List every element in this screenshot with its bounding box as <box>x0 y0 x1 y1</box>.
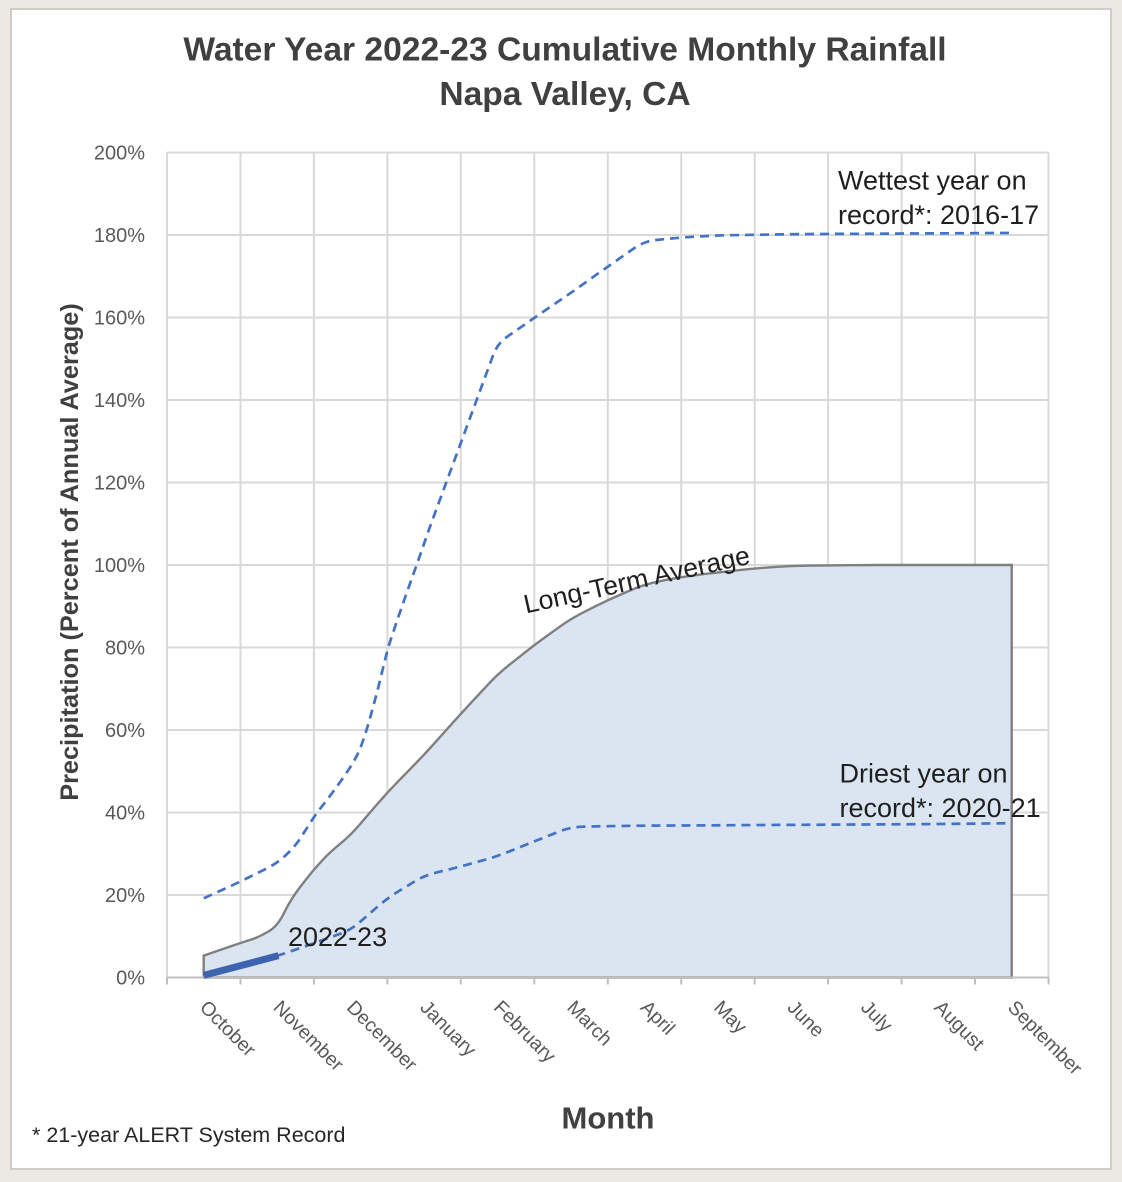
svg-text:2022-23: 2022-23 <box>288 922 387 952</box>
svg-text:200%: 200% <box>94 143 145 165</box>
svg-text:August: August <box>930 996 989 1055</box>
svg-text:80%: 80% <box>105 638 145 660</box>
svg-text:40%: 40% <box>105 803 145 825</box>
svg-text:January: January <box>416 996 481 1061</box>
svg-text:140%: 140% <box>94 390 145 412</box>
svg-text:Water Year 2022-23 Cumulative: Water Year 2022-23 Cumulative Monthly Ra… <box>183 32 946 69</box>
svg-text:Napa Valley, CA: Napa Valley, CA <box>439 76 690 113</box>
svg-text:* 21-year ALERT System Record: * 21-year ALERT System Record <box>32 1123 345 1147</box>
svg-text:20%: 20% <box>105 885 145 907</box>
svg-text:February: February <box>489 996 560 1067</box>
svg-text:May: May <box>709 996 751 1038</box>
svg-text:March: March <box>562 996 616 1050</box>
svg-text:Month: Month <box>562 1101 655 1136</box>
svg-text:record*: 2016-17: record*: 2016-17 <box>838 200 1039 230</box>
svg-text:record*: 2020-21: record*: 2020-21 <box>840 793 1041 823</box>
svg-text:April: April <box>636 996 679 1039</box>
svg-text:Precipitation (Percent of Annu: Precipitation (Percent of Annual Average… <box>56 303 84 801</box>
svg-text:60%: 60% <box>105 720 145 742</box>
svg-text:November: November <box>269 996 349 1076</box>
svg-text:0%: 0% <box>116 968 145 990</box>
svg-text:100%: 100% <box>94 555 145 577</box>
svg-text:Wettest year on: Wettest year on <box>838 166 1027 196</box>
svg-text:180%: 180% <box>94 225 145 247</box>
svg-text:Driest year on: Driest year on <box>840 759 1008 789</box>
svg-text:120%: 120% <box>94 473 145 495</box>
svg-text:June: June <box>783 996 828 1041</box>
svg-text:October: October <box>195 996 260 1061</box>
svg-text:July: July <box>856 996 896 1036</box>
svg-text:160%: 160% <box>94 308 145 330</box>
svg-text:December: December <box>342 996 422 1076</box>
svg-text:September: September <box>1003 996 1086 1079</box>
